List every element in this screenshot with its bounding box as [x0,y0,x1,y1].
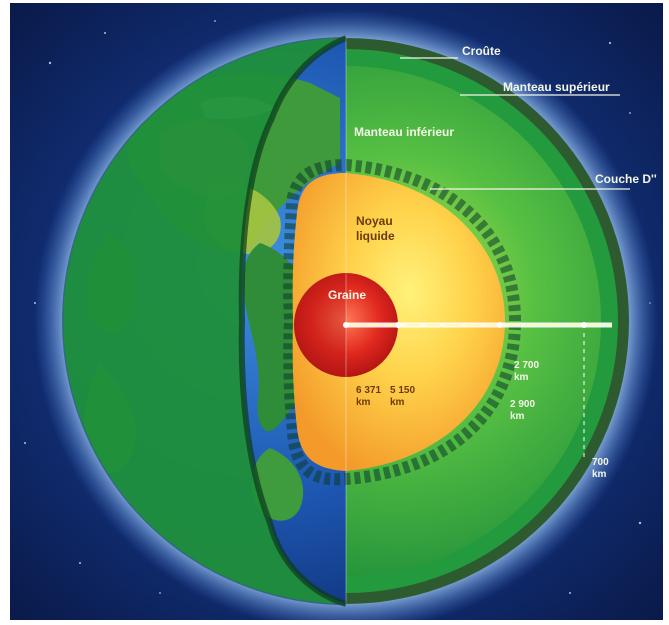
depth-center-label: 6 371 km [356,385,384,408]
outer-core [292,173,505,471]
depth-d-layer-line1: 2 700 [514,360,539,371]
depth-inner-core-label: 5 150 km [390,385,418,408]
depth-upper-mantle-line1: 700 [592,457,609,468]
outer-core-label-line2: liquide [356,229,395,243]
earth-structure-diagram: Croûte Manteau supérieur Manteau inférie… [10,3,663,620]
outer-core-label: Noyau liquide [356,214,396,243]
depth-upper-mantle-label: 700 km [592,457,611,480]
earth-cutaway-svg: Croûte Manteau supérieur Manteau inférie… [10,3,663,620]
depth-center-line2: km [356,397,371,408]
depth-d-layer-line2: km [514,372,529,383]
inner-core-label: Graine [328,288,366,302]
depth-d-layer-label: 2 700 km [514,360,542,383]
depth-inner-core-line2: km [390,397,405,408]
outer-core-label-line1: Noyau [356,214,393,228]
leader-lines [400,57,630,190]
cut-face [63,35,348,607]
depth-core-mantle-label: 2 900 km [510,399,538,422]
depth-core-mantle-line1: 2 900 [510,399,535,410]
crust-label: Croûte [462,44,501,58]
d-layer-label: Couche D'' [595,172,657,186]
depth-center-line1: 6 371 [356,385,381,396]
depth-ray [343,322,612,328]
depth-core-mantle-line2: km [510,411,525,422]
lower-mantle-label: Manteau inférieur [354,125,454,139]
depth-inner-core-line1: 5 150 [390,385,415,396]
depth-upper-mantle-line2: km [592,469,607,480]
upper-mantle-label: Manteau supérieur [503,80,610,94]
